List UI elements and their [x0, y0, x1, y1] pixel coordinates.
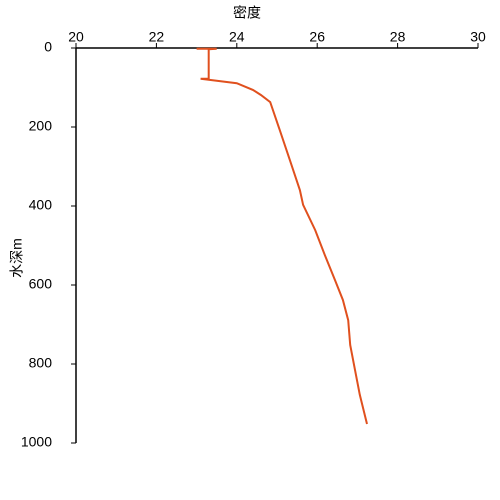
y-tick-label: 400 [29, 197, 53, 213]
y-axis-title: 水深m [9, 238, 25, 278]
y-tick-label: 1000 [21, 434, 52, 450]
x-axis-title: 密度 [233, 5, 261, 21]
x-tick-label: 30 [470, 29, 486, 45]
y-tick-label: 800 [29, 355, 53, 371]
y-tick-label: 600 [29, 276, 53, 292]
x-tick-label: 26 [309, 29, 325, 45]
y-tick-label: 0 [44, 39, 52, 55]
x-tick-label: 20 [68, 29, 84, 45]
data-line [196, 47, 368, 425]
x-tick-label: 24 [229, 29, 245, 45]
x-tick-label: 28 [390, 29, 406, 45]
x-tick-label: 22 [149, 29, 165, 45]
y-tick-label: 200 [29, 118, 53, 134]
